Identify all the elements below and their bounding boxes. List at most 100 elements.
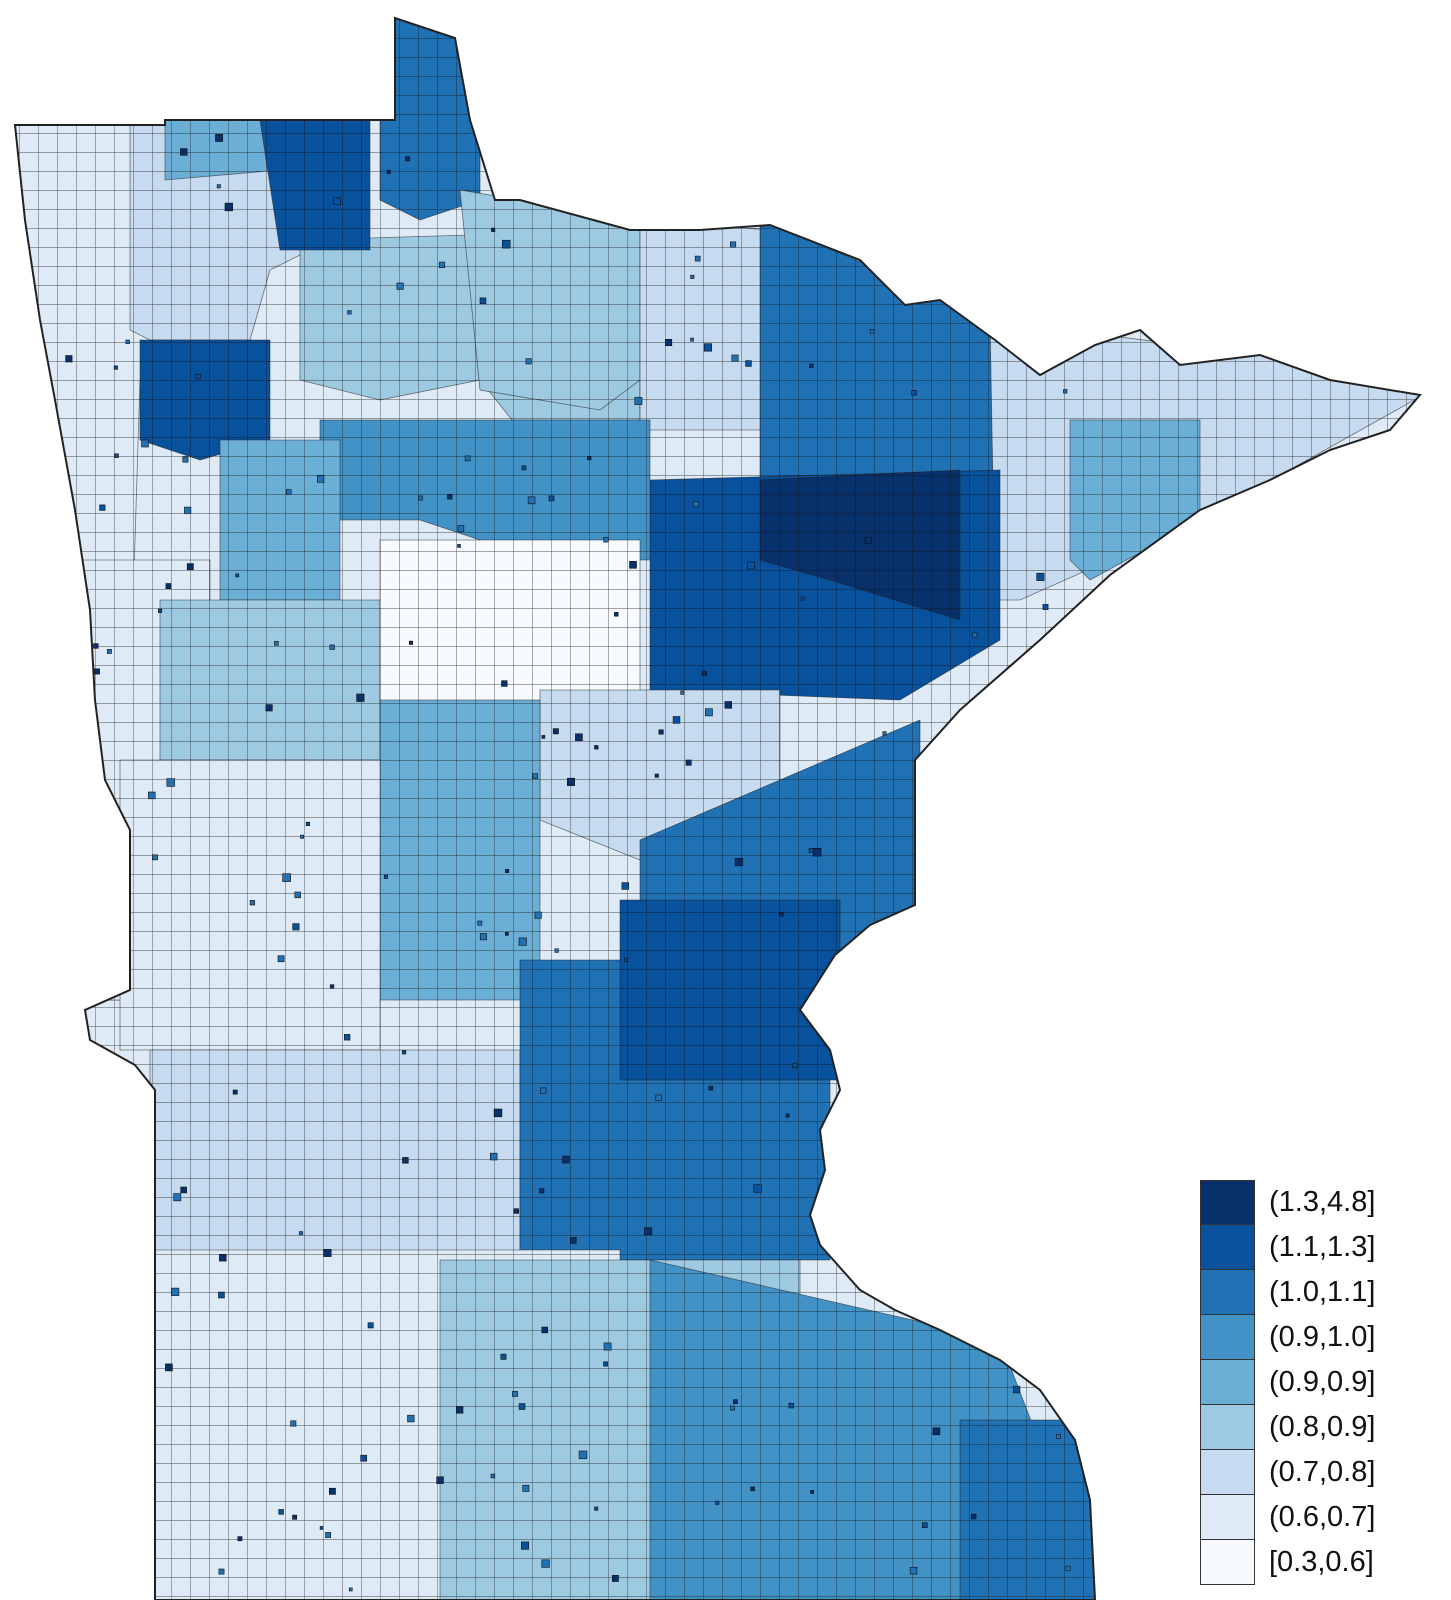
city-marker bbox=[587, 455, 592, 461]
city-marker bbox=[401, 1050, 407, 1055]
city-marker bbox=[850, 1204, 858, 1212]
city-marker bbox=[180, 148, 188, 156]
city-marker bbox=[477, 920, 483, 926]
legend-label: (1.3,4.8] bbox=[1269, 1186, 1376, 1218]
city-marker bbox=[808, 848, 814, 853]
city-marker bbox=[300, 834, 304, 839]
city-marker bbox=[603, 1361, 609, 1367]
city-marker bbox=[1036, 572, 1045, 581]
city-marker bbox=[447, 494, 453, 500]
city-marker bbox=[305, 821, 311, 827]
city-marker bbox=[745, 360, 752, 367]
city-marker bbox=[329, 644, 335, 650]
city-marker bbox=[916, 1220, 924, 1228]
city-marker bbox=[518, 937, 527, 946]
city-marker bbox=[655, 1094, 662, 1101]
city-marker bbox=[1056, 1434, 1061, 1439]
city-marker bbox=[972, 632, 978, 638]
city-marker bbox=[39, 840, 46, 847]
city-marker bbox=[1060, 250, 1069, 259]
city-marker bbox=[978, 959, 983, 964]
city-marker bbox=[629, 560, 637, 569]
city-marker bbox=[325, 1532, 331, 1538]
state-border bbox=[13, 16, 1422, 1600]
city-marker bbox=[566, 777, 575, 786]
city-marker bbox=[912, 1006, 916, 1011]
city-marker bbox=[180, 1186, 187, 1194]
legend-label: (0.7,0.8] bbox=[1269, 1456, 1376, 1488]
city-marker bbox=[614, 612, 619, 617]
city-marker bbox=[417, 495, 423, 501]
city-marker bbox=[703, 343, 713, 352]
city-marker bbox=[603, 537, 609, 543]
city-marker bbox=[525, 358, 532, 365]
city-marker bbox=[955, 1332, 962, 1338]
city-marker bbox=[621, 882, 630, 890]
city-marker bbox=[575, 733, 583, 742]
city-marker bbox=[785, 1113, 790, 1118]
city-marker bbox=[658, 729, 664, 735]
city-marker bbox=[237, 1536, 243, 1542]
city-marker bbox=[53, 487, 58, 493]
city-marker bbox=[457, 525, 465, 532]
city-marker bbox=[907, 1214, 914, 1221]
city-marker bbox=[274, 640, 279, 646]
legend-label: (1.1,1.3] bbox=[1269, 1231, 1376, 1263]
city-marker bbox=[520, 1541, 529, 1550]
city-marker bbox=[292, 1514, 297, 1520]
city-marker bbox=[578, 1450, 588, 1460]
city-marker bbox=[693, 501, 699, 508]
city-marker bbox=[408, 640, 413, 645]
city-marker bbox=[1042, 604, 1049, 610]
city-marker bbox=[812, 847, 822, 857]
city-marker bbox=[779, 912, 784, 917]
city-marker bbox=[224, 202, 233, 212]
city-marker bbox=[51, 626, 60, 634]
city-marker bbox=[298, 1231, 304, 1236]
city-marker bbox=[611, 1575, 619, 1582]
legend-swatch bbox=[1200, 1315, 1255, 1360]
city-marker bbox=[457, 544, 461, 548]
city-marker bbox=[343, 1034, 351, 1041]
city-marker bbox=[166, 778, 175, 787]
city-marker bbox=[1063, 389, 1068, 394]
city-marker bbox=[249, 900, 256, 906]
city-marker bbox=[730, 1405, 735, 1411]
legend-swatch bbox=[1200, 1540, 1255, 1585]
city-marker bbox=[184, 506, 192, 514]
city-marker bbox=[634, 397, 643, 405]
city-marker bbox=[456, 1406, 464, 1414]
legend-swatch bbox=[1200, 1225, 1255, 1270]
city-marker bbox=[753, 1184, 762, 1193]
legend-label: (0.9,1.0] bbox=[1269, 1321, 1376, 1353]
city-marker bbox=[182, 456, 189, 463]
city-marker bbox=[701, 670, 707, 676]
city-marker bbox=[438, 261, 446, 269]
legend-swatch bbox=[1200, 1360, 1255, 1405]
city-marker bbox=[864, 537, 872, 545]
city-marker bbox=[603, 1342, 612, 1351]
legend-swatch bbox=[1200, 1270, 1255, 1315]
city-marker bbox=[540, 1087, 547, 1094]
city-marker bbox=[623, 957, 629, 962]
city-marker bbox=[512, 1391, 518, 1397]
city-marker bbox=[285, 489, 292, 495]
legend-item: (1.0,1.1] bbox=[1200, 1270, 1430, 1315]
city-marker bbox=[347, 310, 352, 315]
city-marker bbox=[165, 583, 172, 589]
city-marker bbox=[383, 874, 388, 879]
city-marker bbox=[464, 455, 471, 462]
city-marker bbox=[554, 948, 559, 953]
city-marker bbox=[1049, 1019, 1055, 1025]
city-marker bbox=[292, 923, 300, 931]
city-marker bbox=[479, 933, 487, 941]
city-marker bbox=[107, 648, 112, 654]
city-marker bbox=[562, 1155, 570, 1164]
city-marker bbox=[277, 955, 285, 963]
city-marker bbox=[970, 198, 978, 206]
city-marker bbox=[356, 693, 365, 702]
city-marker bbox=[938, 867, 947, 875]
city-marker bbox=[522, 1484, 530, 1492]
city-marker bbox=[490, 1473, 496, 1479]
city-marker bbox=[44, 972, 53, 981]
